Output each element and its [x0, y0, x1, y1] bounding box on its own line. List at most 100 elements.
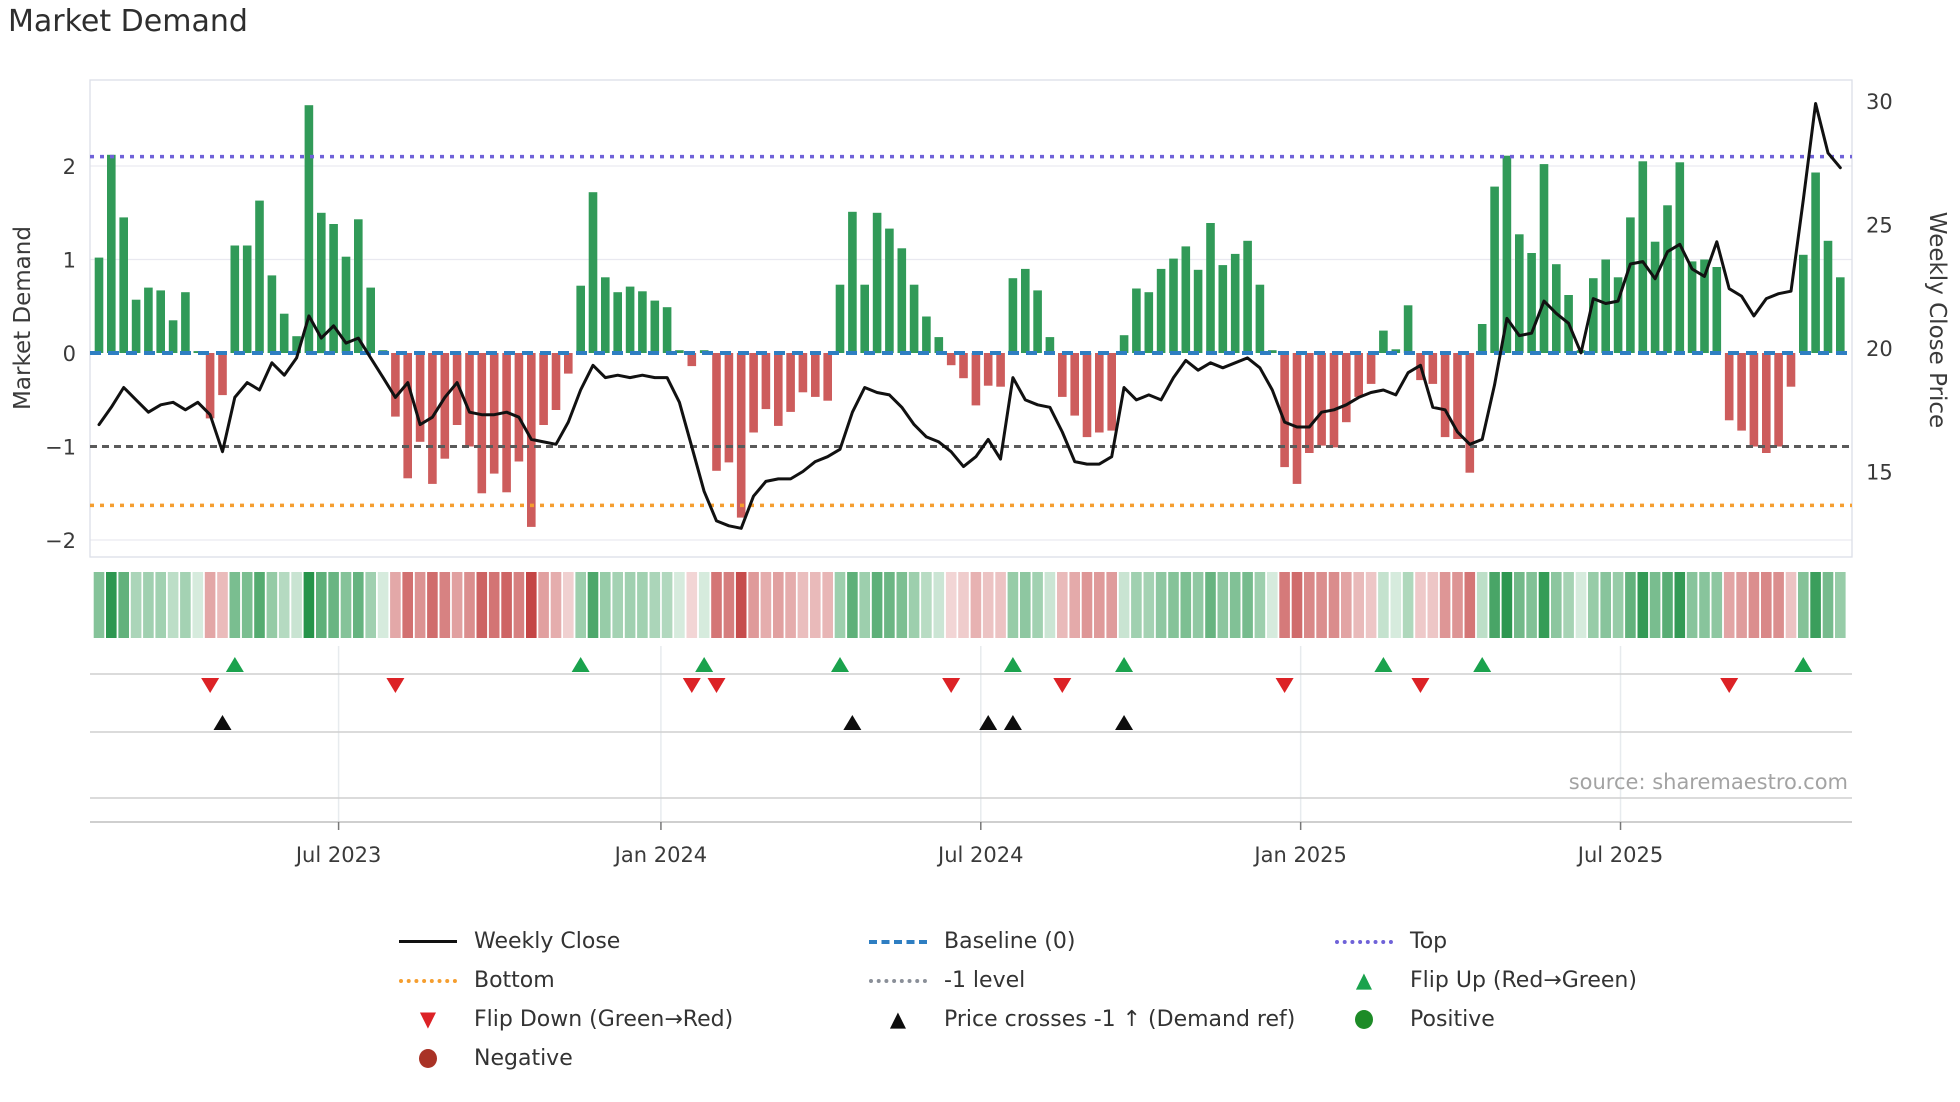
heatmap-cell: [834, 572, 846, 638]
bar-negative: [1465, 353, 1475, 473]
bar-positive: [1502, 155, 1512, 353]
heatmap-cell: [353, 572, 364, 638]
heatmap-cell: [933, 572, 945, 638]
bar-negative: [996, 353, 1005, 387]
legend-item-label: Baseline (0): [944, 929, 1076, 954]
dotted-line-swatch-icon: [866, 978, 930, 983]
heatmap-cell: [600, 572, 611, 638]
heatmap-cell: [340, 572, 352, 638]
heatmap-cell: [488, 572, 500, 638]
bar-positive: [1218, 265, 1228, 353]
triangle-down-icon: ▼: [419, 1007, 437, 1031]
bar-positive: [119, 217, 128, 353]
heatmap-cell: [1773, 572, 1784, 638]
bar-positive: [1539, 164, 1549, 353]
heatmap-cell: [316, 572, 327, 638]
heatmap-cell: [1007, 572, 1019, 638]
heatmap-cell: [550, 572, 562, 638]
bar-negative: [946, 353, 956, 366]
heatmap-cell: [1439, 572, 1451, 638]
heatmap-cell: [1476, 572, 1488, 638]
right-axis-title: Weekly Close Price: [1924, 212, 1950, 428]
heatmap-cell: [1390, 572, 1402, 638]
weekly-close-line: [97, 102, 1842, 530]
bar-positive: [1144, 292, 1154, 353]
bar-negative: [1453, 353, 1462, 439]
x-axis-tick: Jan 2025: [1252, 843, 1347, 867]
heatmap-cell: [1514, 572, 1525, 638]
heatmap-cell: [513, 572, 525, 638]
gridlines: [90, 165, 1852, 541]
heatmap-cell: [1131, 572, 1142, 638]
bar-negative: [983, 353, 993, 386]
heatmap-cell: [624, 572, 636, 638]
heatmap-cell: [587, 572, 599, 638]
legend-item: ▲ Price crosses -1 ↑ (Demand ref): [866, 1000, 1295, 1039]
heatmap-cell: [575, 572, 586, 638]
circle-marker-icon: [396, 1049, 460, 1068]
bar-positive: [662, 307, 672, 353]
heatmap-cell: [1168, 572, 1179, 638]
bar-positive: [242, 245, 252, 353]
legend-item: -1 level: [866, 961, 1295, 1000]
bar-negative: [1354, 353, 1363, 397]
heatmap-cell: [1699, 572, 1710, 638]
bar-positive: [1613, 277, 1623, 353]
heatmap-cell: [106, 572, 117, 638]
heatmap-cell: [1464, 572, 1476, 638]
heatmap-cell: [1378, 572, 1389, 638]
bar-positive: [1268, 350, 1277, 353]
bar-positive: [934, 337, 944, 353]
legend-item: Weekly Close: [396, 922, 733, 961]
legend-column-2: Baseline (0) -1 level ▲ Price crosses -1 ↑ …: [866, 922, 1295, 1039]
bar-positive: [1021, 268, 1030, 353]
line-swatch-icon: [396, 940, 460, 943]
bar-positive: [1626, 217, 1635, 353]
flip-down-marker: [1053, 678, 1072, 693]
bar-negative: [774, 353, 783, 426]
heatmap-cell: [1551, 572, 1562, 638]
heatmap-cell: [1094, 572, 1105, 638]
heatmap-cell: [1155, 572, 1167, 638]
bar-negative: [1070, 353, 1079, 416]
heatmap-cell: [1637, 572, 1649, 638]
bar-negative: [971, 353, 981, 406]
heatmap-cell: [1242, 572, 1253, 638]
flip-up-marker: [225, 657, 244, 672]
heatmap-cell: [637, 572, 648, 638]
heatmap-cell: [1686, 572, 1698, 638]
heatmap-cell: [328, 572, 339, 638]
heatmap-cell: [1020, 572, 1031, 638]
bar-positive: [193, 351, 203, 353]
heatmap-cell: [526, 572, 537, 638]
bar-positive: [1008, 278, 1018, 353]
bar-positive: [885, 228, 894, 353]
bar-positive: [835, 284, 845, 353]
heatmap-cell: [1205, 572, 1216, 638]
heatmap-cell: [748, 572, 759, 638]
bar-positive: [1589, 278, 1598, 353]
heatmap-cell: [1106, 572, 1117, 638]
heatmap-cell: [1649, 572, 1661, 638]
heatmap-cell: [674, 572, 685, 638]
right-axis-tick: 15: [1866, 461, 1893, 485]
heatmap-cell: [1254, 572, 1266, 638]
flip-up-marker: [1374, 657, 1393, 672]
bar-negative: [798, 353, 808, 393]
heatmap-cell: [945, 572, 957, 638]
bar-positive: [1193, 269, 1203, 353]
heatmap-cell: [970, 572, 982, 638]
heatmap-cell: [686, 572, 698, 638]
legend-item: Negative: [396, 1039, 733, 1078]
price-cross-marker: [1115, 715, 1134, 730]
heatmap-cell: [464, 572, 475, 638]
dotted-line-swatch-icon: [1332, 939, 1396, 944]
heatmap-cell: [1711, 572, 1723, 638]
heatmap-cell: [698, 572, 710, 638]
legend-item: ▼ Flip Down (Green→Red): [396, 1000, 733, 1039]
left-axis-tick: 2: [63, 155, 76, 179]
heatmap-cell: [661, 572, 673, 638]
legend-item-label: Positive: [1410, 1007, 1495, 1032]
bar-negative: [1440, 353, 1450, 438]
bar-negative: [1366, 353, 1376, 384]
